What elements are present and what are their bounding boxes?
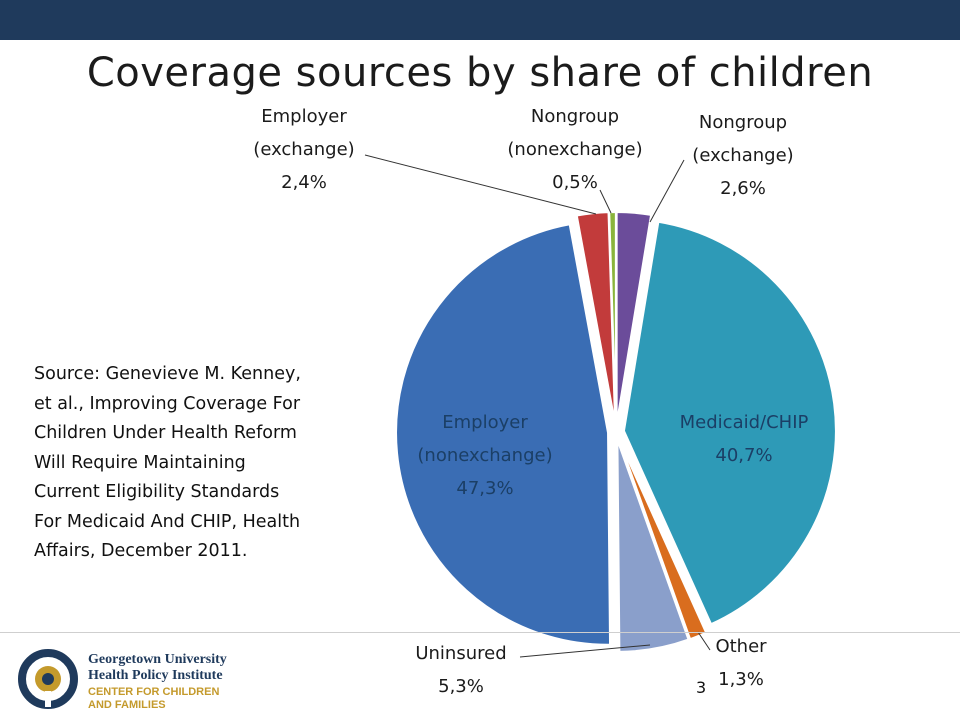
slice-label-employer-exchange: Employer (exchange) 2,4% bbox=[253, 106, 354, 193]
pie-slices bbox=[395, 211, 837, 653]
logo-emblem-icon bbox=[18, 649, 78, 709]
leader-line-uninsured bbox=[519, 644, 651, 658]
leader-line-nongroup-nonexchange bbox=[599, 189, 612, 214]
slide-title: Coverage sources by share of children bbox=[86, 50, 874, 96]
leader-line-employer-exchange bbox=[364, 154, 597, 215]
leader-lines bbox=[364, 154, 711, 658]
logo-line-3: CENTER FOR CHILDREN bbox=[88, 686, 220, 698]
slice-label-uninsured: Uninsured 5,3% bbox=[415, 643, 506, 697]
slice-label-medicaid-chip: Medicaid/CHIP 40,7% bbox=[680, 412, 809, 466]
logo-line-1: Georgetown University bbox=[88, 652, 227, 667]
slice-labels: Nongroup (exchange) 2,6% Medicaid/CHIP 40,7%… bbox=[253, 106, 808, 697]
georgetown-logo: Georgetown University Health Policy Inst… bbox=[18, 646, 258, 716]
logo-line-2: Health Policy Institute bbox=[88, 668, 223, 683]
slice-label-other: Other 1,3% bbox=[715, 636, 767, 690]
footer-divider bbox=[0, 632, 960, 633]
leader-line-other bbox=[697, 631, 711, 651]
slice-label-employer-nonexchange: Employer (nonexchange) 47,3% bbox=[417, 412, 552, 499]
slice-label-nongroup-nonexchange: Nongroup (nonexchange) 0,5% bbox=[507, 106, 642, 193]
leader-line-nongroup-exchange bbox=[649, 159, 685, 223]
source-note: Source: Genevieve M. Kenney, et al., Imp… bbox=[34, 364, 301, 561]
pie-slice-uninsured bbox=[616, 439, 690, 653]
pie-slice-medicaid-chip bbox=[622, 220, 837, 626]
top-banner bbox=[0, 0, 960, 40]
page-number: 3 bbox=[696, 678, 707, 697]
slice-label-nongroup-exchange: Nongroup (exchange) 2,6% bbox=[692, 112, 793, 199]
pie-slice-nongroup-nonexchange bbox=[608, 211, 617, 425]
pie-slice-employer-nonexchange bbox=[395, 223, 612, 646]
logo-line-4: AND FAMILIES bbox=[88, 699, 166, 711]
